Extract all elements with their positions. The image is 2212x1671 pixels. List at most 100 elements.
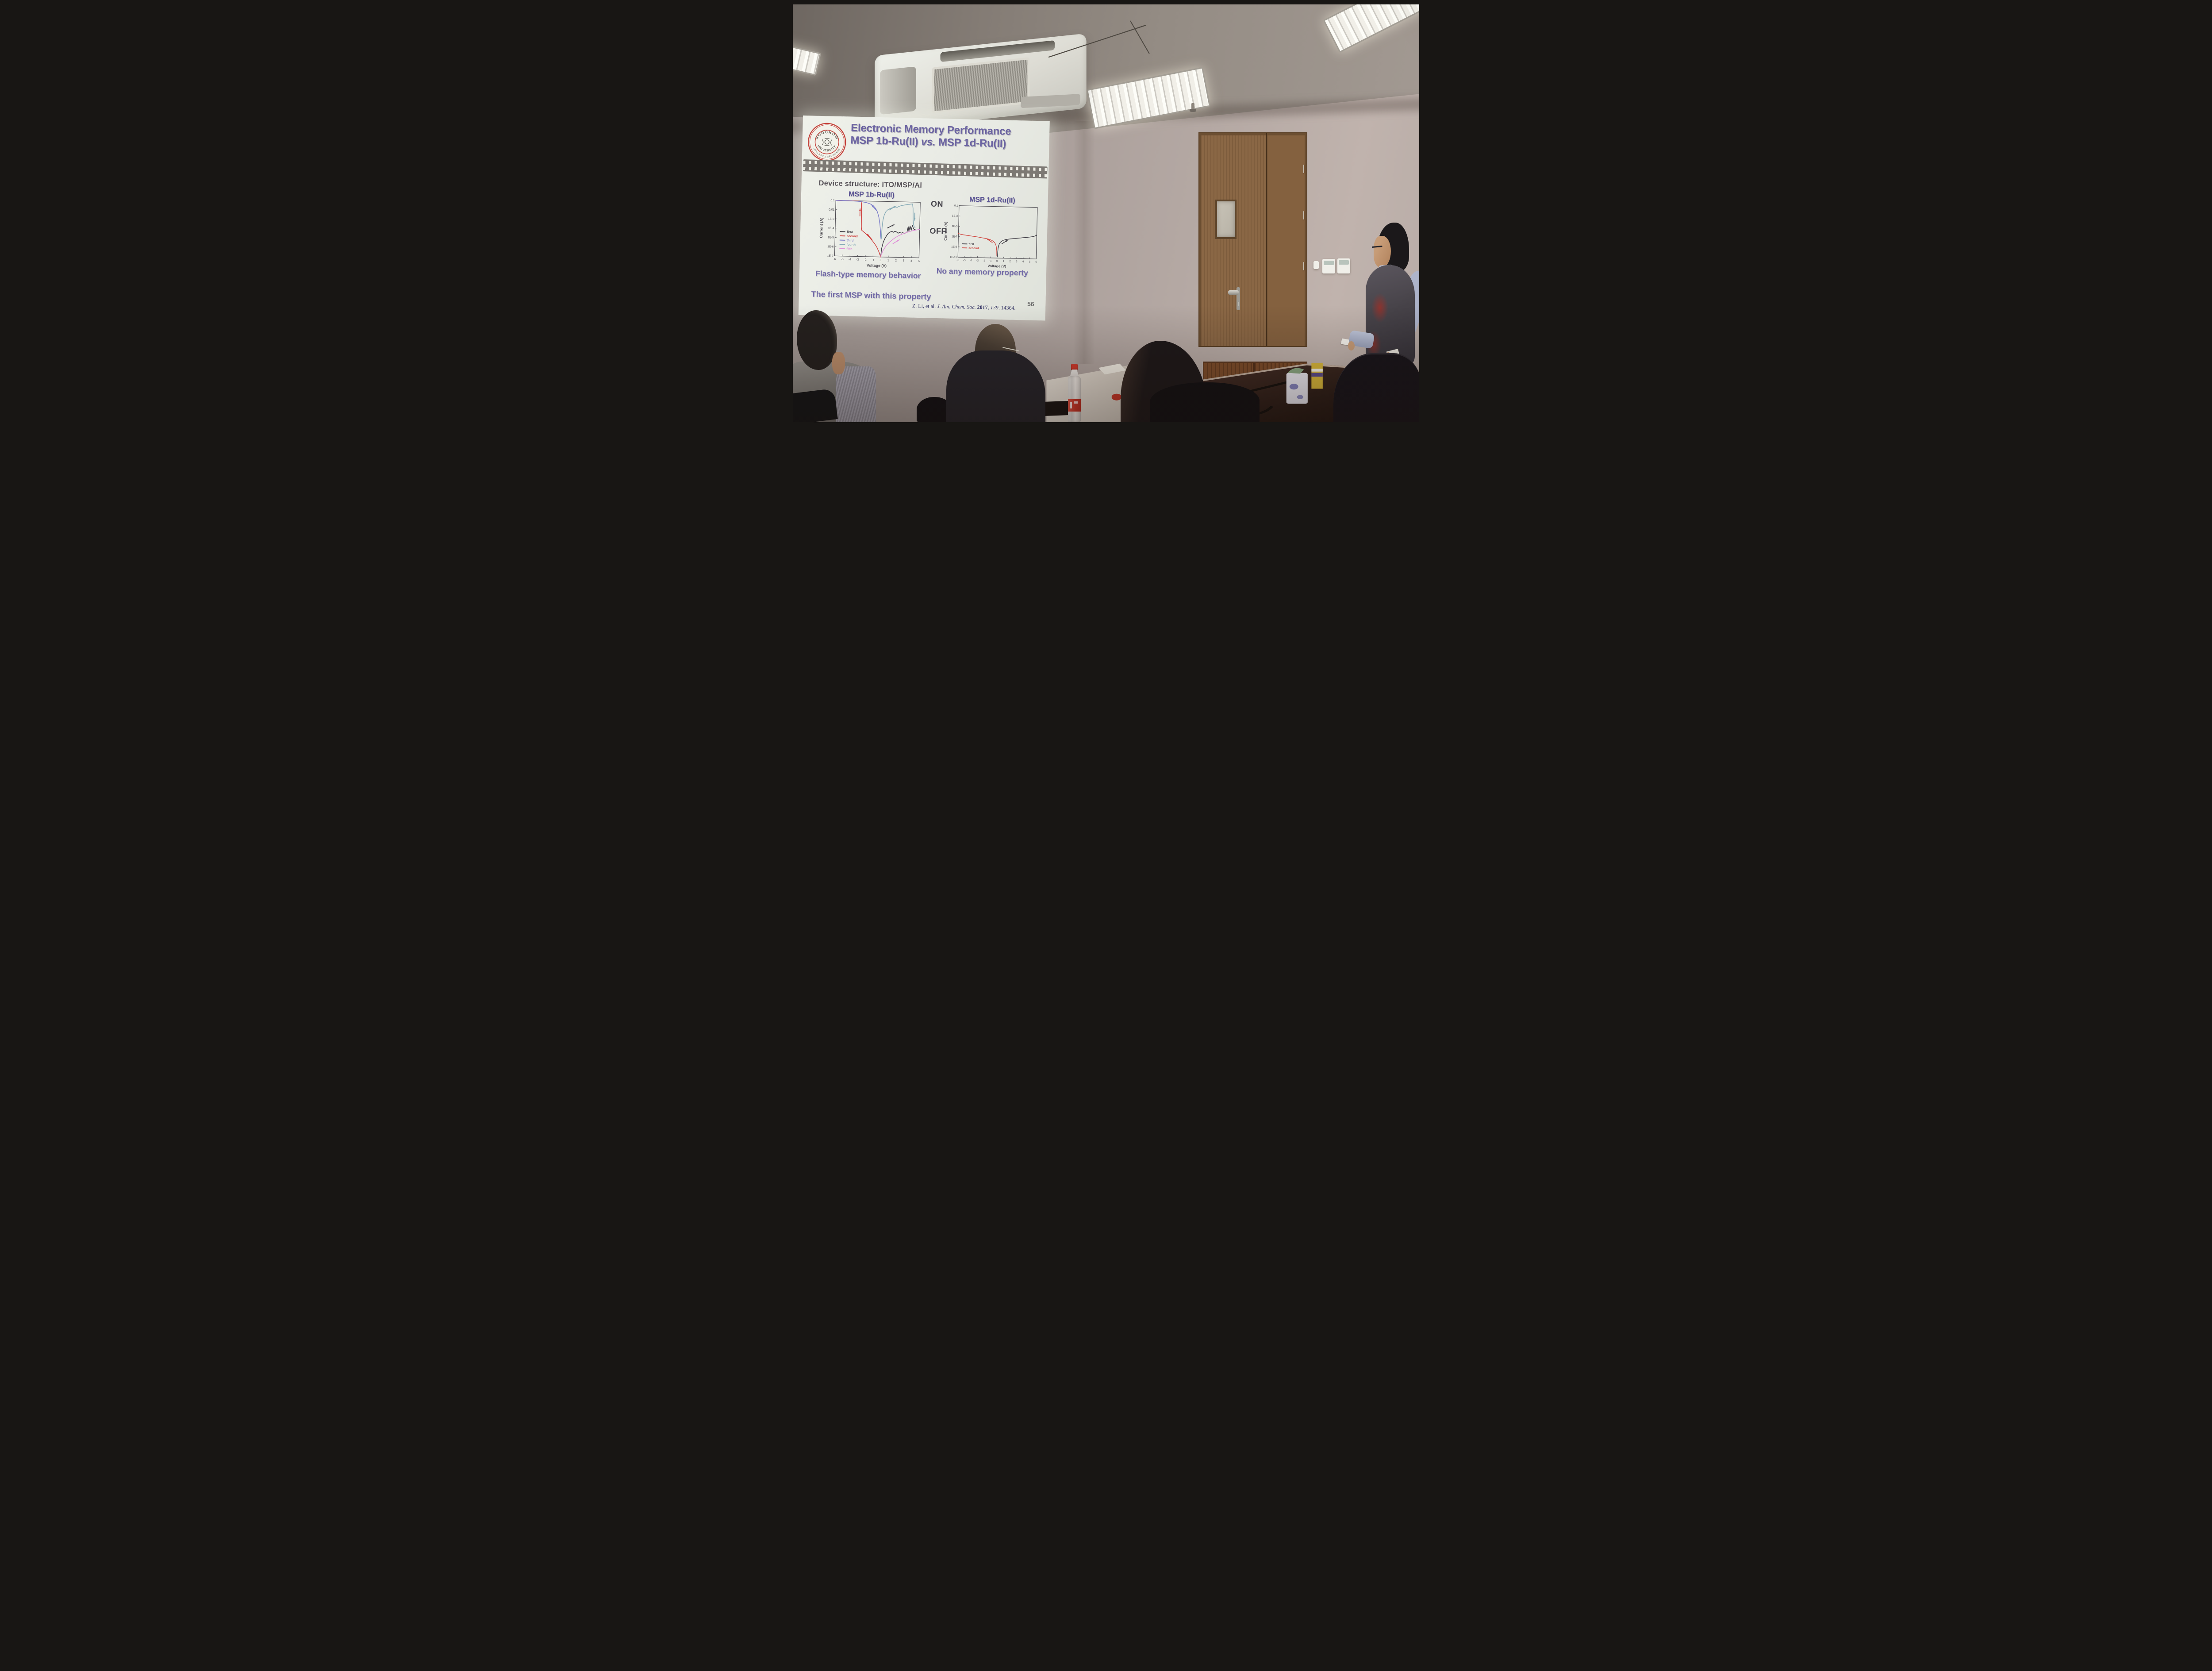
off-state-label: OFF	[929, 226, 946, 236]
series-first	[880, 225, 916, 258]
presenter-hand	[1348, 341, 1355, 350]
x-tick-label: 4	[910, 259, 912, 262]
iv-curve-chart-msp1d: -6 -5 -4 -3 -2 -1 0 1 2 3 4 5 6 0.1 1E-3 1E-5 1E-7 1E-9 1E…	[943, 204, 1038, 269]
water-bottle	[1067, 363, 1082, 422]
on-state-label: ON	[930, 199, 943, 209]
logo-ring	[809, 124, 845, 159]
yellow-book-stripe	[1311, 373, 1323, 377]
y-tick-label: 1E-5	[952, 225, 958, 228]
x-tick-label: 0	[996, 260, 998, 263]
seminar-room-photo: SOOCHOW UNIVERSITY UNTO A FULL GROWN MAN…	[793, 4, 1419, 422]
y-tick-label: 1E-3	[828, 217, 834, 220]
x-tick-label: -6	[956, 259, 959, 262]
audience-member-center	[946, 324, 1045, 422]
thermostat-panel	[1337, 258, 1351, 273]
direction-arrowhead	[914, 218, 916, 221]
door-hinge	[1303, 262, 1305, 270]
fire-sprinkler-icon	[1191, 103, 1194, 110]
bottle-label	[1068, 399, 1081, 412]
direction-arrowhead	[891, 224, 895, 227]
paper-sheet	[1098, 363, 1126, 375]
fire-sprinkler-head	[1190, 109, 1196, 112]
plot-frame	[957, 205, 1038, 259]
x-tick-label: 5	[1029, 260, 1030, 263]
x-tick-label: 6	[1035, 261, 1037, 264]
x-tick-label: 1	[887, 259, 889, 262]
series-fourth	[881, 204, 915, 239]
chart-panel-msp1d: MSP 1d-Ru(II) -6 -5 -4 -3 -2 -1 0 1 2 3 4 5 6 0.1 1E-3…	[941, 195, 1042, 270]
thermostat-display	[1324, 260, 1334, 265]
light-switch	[1313, 261, 1319, 269]
thermostat-display	[1339, 260, 1349, 265]
door-hinge	[1303, 165, 1305, 173]
bottle-cap-behind	[1111, 393, 1122, 400]
tissue-box-pattern	[1289, 384, 1298, 390]
film-strip-decoration	[803, 159, 1048, 179]
x-tick-label: -4	[970, 259, 972, 262]
y-tick-label: 1E-7	[827, 254, 833, 258]
door-hinge	[1303, 211, 1305, 220]
legend-label: first	[968, 243, 974, 246]
x-tick-label: -5	[841, 258, 843, 261]
chart-panel-msp1b: MSP 1b-Ru(II) -6 -5 -4 -3 -2 -1 0 1 2 3 4 5 0.1 0.01 1…	[806, 189, 936, 269]
x-tick-label: 2	[1009, 260, 1011, 263]
audience-left-hand-on-chin	[832, 352, 845, 375]
door-leaf-left	[1201, 135, 1266, 347]
audience-member-head	[917, 397, 952, 422]
y-tick-label: 1E-6	[827, 245, 834, 248]
x-tick-label: -1	[989, 259, 992, 262]
x-tick-label: 3	[1016, 260, 1018, 263]
tissue-box-pattern	[1297, 395, 1304, 400]
y-tick-label: 1E-5	[827, 236, 834, 239]
direction-arrowhead	[859, 208, 861, 212]
y-axis-label: Current (A)	[943, 221, 948, 240]
series-first	[997, 235, 1037, 257]
door-handle-plate	[1237, 287, 1240, 311]
x-tick-label: 2	[895, 259, 897, 262]
university-logo: SOOCHOW UNIVERSITY UNTO A FULL GROWN MAN	[807, 123, 846, 161]
presenter-face	[1374, 235, 1391, 267]
series-second	[958, 233, 997, 256]
device-structure-text: Device structure: ITO/MSP/Al	[818, 179, 922, 189]
audience-member-right-silhouette	[1333, 353, 1419, 422]
bottle-neck	[1070, 370, 1079, 377]
x-tick-label: 5	[918, 260, 920, 263]
x-tick-label: 4	[1022, 260, 1024, 263]
legend-label: fifth	[846, 247, 853, 251]
presenter-glasses	[1372, 245, 1383, 254]
legend-label: third	[846, 239, 853, 242]
audience-left-head	[796, 310, 837, 370]
door-handle	[1228, 290, 1239, 295]
x-tick-label: -3	[856, 258, 859, 262]
series-third	[835, 200, 881, 240]
legend-label: first	[847, 230, 853, 234]
projection-screen: SOOCHOW UNIVERSITY UNTO A FULL GROWN MAN…	[798, 116, 1050, 321]
y-tick-label: 0.1	[954, 204, 958, 207]
y-tick-label: 1E-7	[952, 235, 958, 238]
y-tick-label: 0.1	[830, 199, 835, 202]
caption-first-msp: The first MSP with this property	[811, 289, 931, 301]
wire-line	[1048, 24, 1146, 58]
legend-label: second	[846, 235, 857, 239]
y-tick-label: 1E-9	[951, 245, 957, 248]
door-gap	[1266, 133, 1267, 347]
x-axis-label: Voltage (V)	[987, 264, 1006, 269]
ac-vent-flap	[1021, 93, 1081, 108]
x-tick-label: -5	[963, 259, 966, 262]
door-window	[1215, 199, 1237, 239]
logo-inner-ring	[814, 129, 839, 154]
audience-member-left	[793, 303, 876, 422]
direction-arrowhead	[866, 233, 869, 237]
y-axis-label: Current (A)	[819, 217, 824, 238]
legend-label: second	[968, 246, 979, 250]
x-tick-label: -2	[864, 258, 866, 262]
audience-member-front	[1150, 382, 1260, 422]
iv-curve-chart-msp1b: -6 -5 -4 -3 -2 -1 0 1 2 3 4 5 0.1 0.01 1E-3 1E-4 1E-5 1E-…	[819, 199, 921, 268]
ac-vent-flap	[880, 66, 916, 115]
x-axis-label: Voltage (V)	[866, 263, 887, 268]
x-tick-label: 3	[902, 259, 904, 262]
tissue-leaf	[1287, 368, 1304, 374]
thermostat-panel	[1322, 258, 1336, 273]
office-chair	[793, 388, 838, 422]
bottle-body	[1068, 376, 1081, 422]
